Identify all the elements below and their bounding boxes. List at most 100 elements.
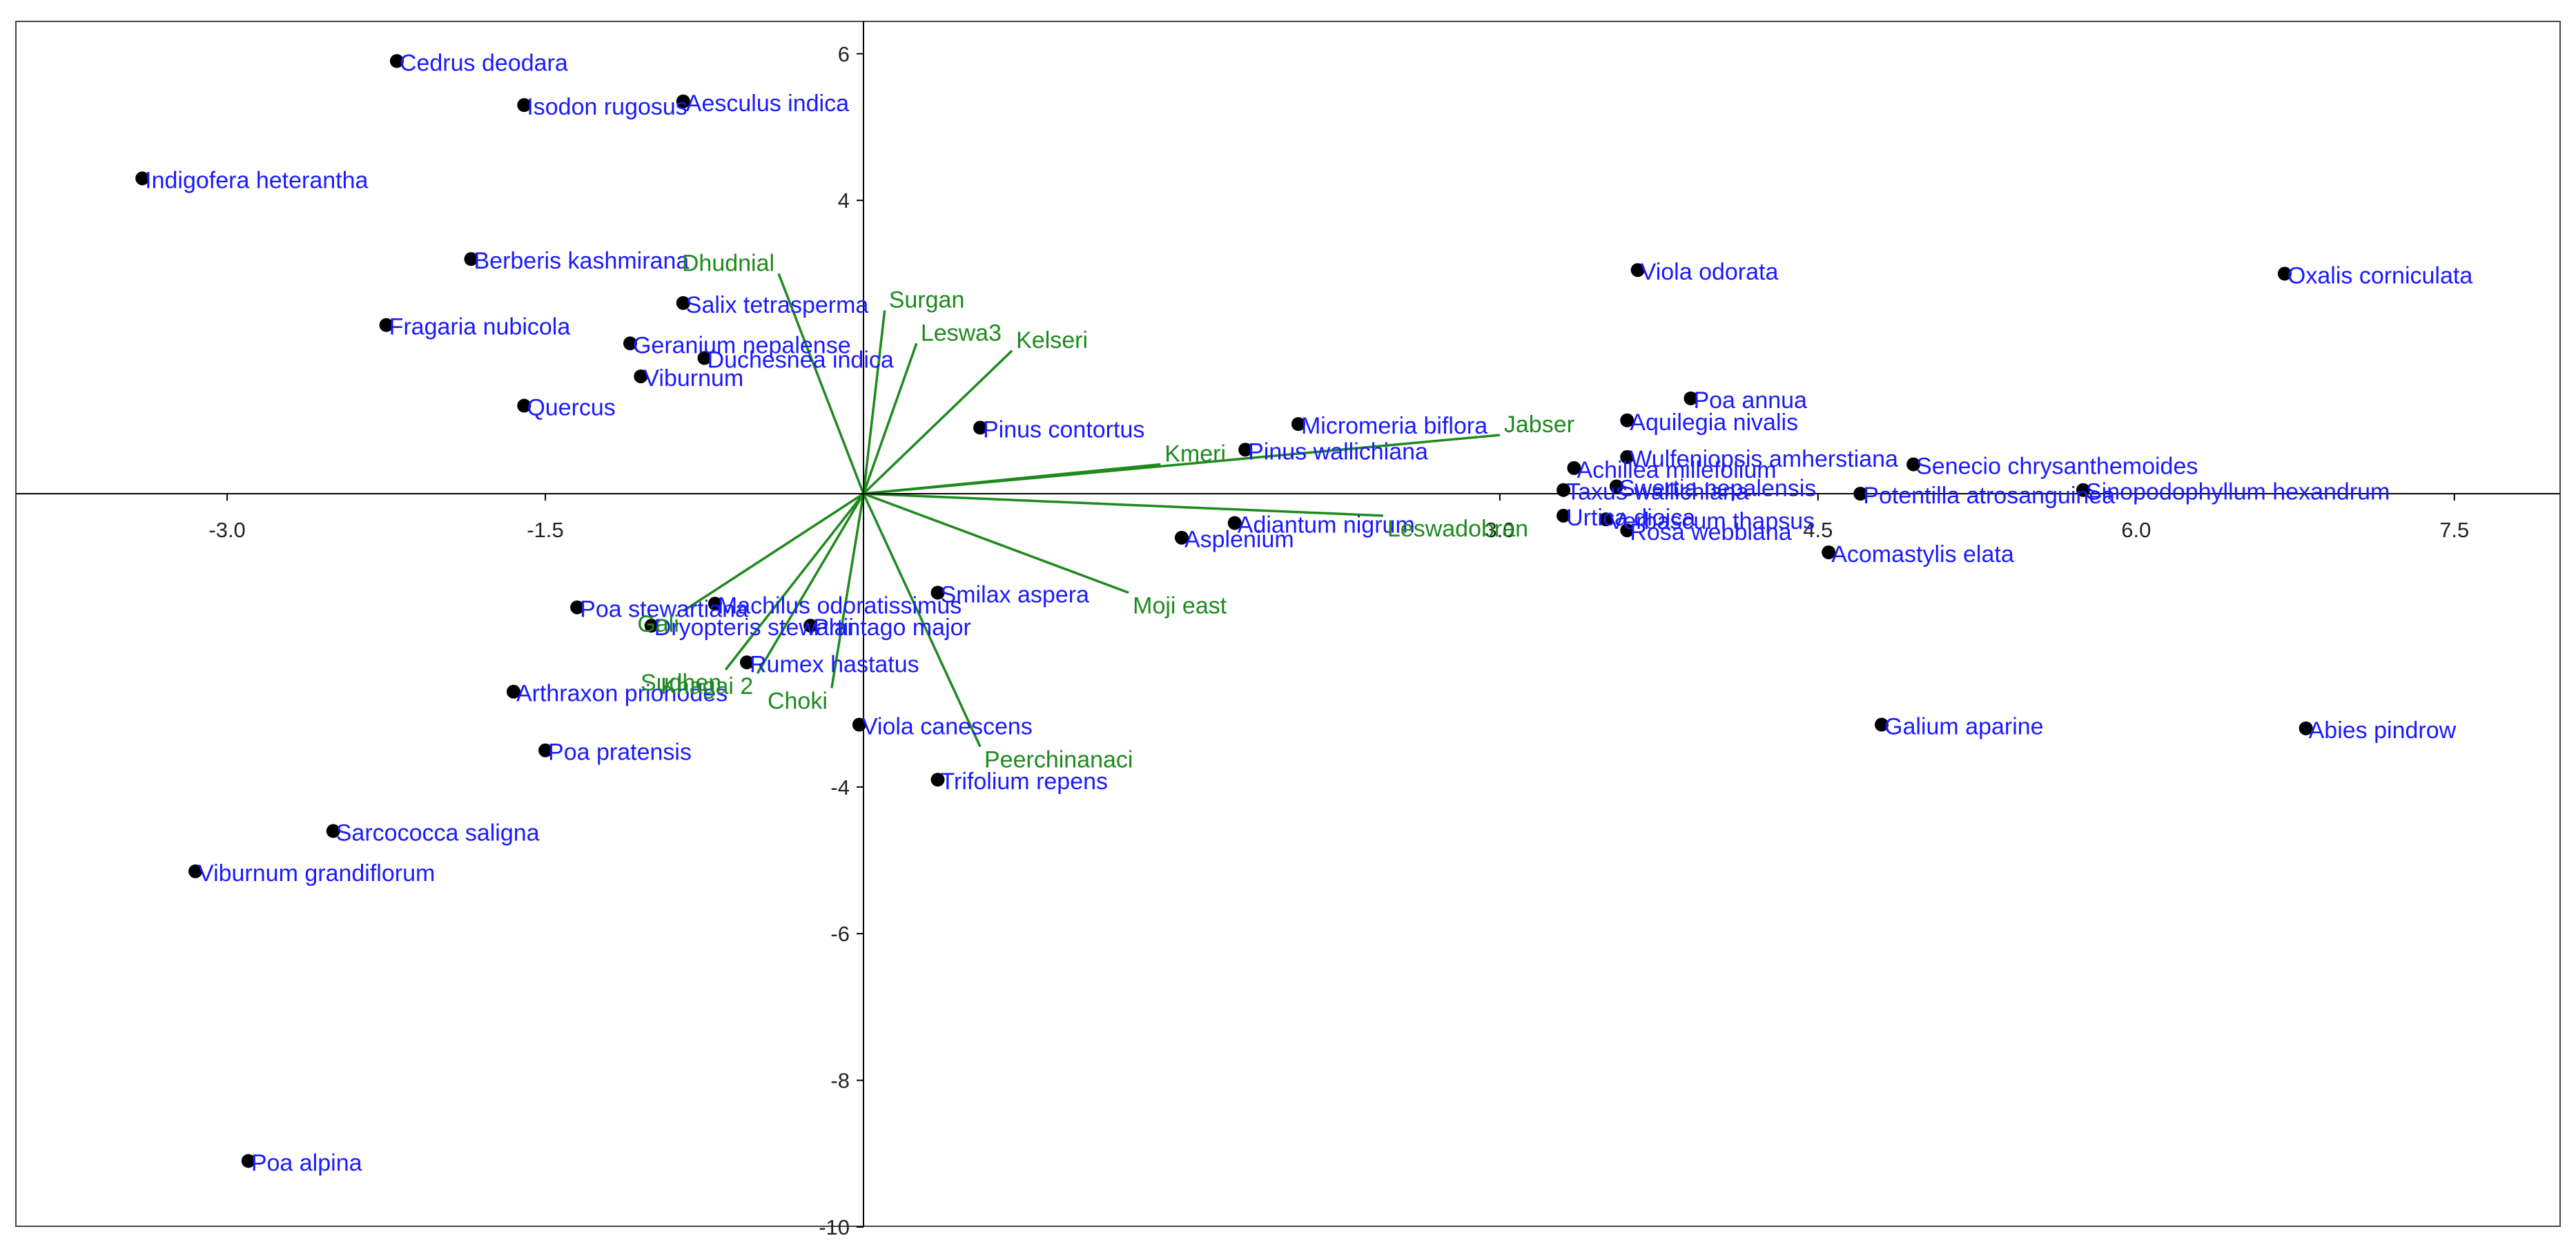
- species-point: [1557, 483, 1571, 497]
- species-label: Micromeria biflora: [1301, 413, 1487, 439]
- species-point: [803, 619, 818, 633]
- site-vector: [862, 493, 982, 748]
- site-vector: [862, 310, 886, 494]
- species-label: Verbascum thapsus: [1609, 508, 1815, 534]
- y-tick-label: 4: [838, 188, 850, 213]
- species-label: Oxalis corniculata: [2287, 262, 2472, 289]
- species-label: Duchesnea indica: [708, 347, 894, 374]
- site-label: Leswadobran: [1387, 516, 1528, 542]
- species-label: Wulfeniopsis amherstiana: [1630, 446, 1898, 472]
- species-label: Viola odorata: [1641, 259, 1779, 285]
- site-vector: [862, 349, 1013, 495]
- species-label: Viola canescens: [862, 714, 1033, 740]
- y-tick-label: -6: [830, 922, 850, 946]
- species-point: [1630, 263, 1645, 278]
- species-label: Sarcococca saligna: [336, 820, 540, 847]
- site-vector: [756, 493, 865, 675]
- species-label: Poa annua: [1693, 387, 1807, 414]
- x-tick-label: -1.5: [527, 518, 563, 542]
- site-vector: [863, 492, 1383, 517]
- species-label: Galium aparine: [1884, 714, 2044, 740]
- species-label: Asplenium: [1184, 527, 1294, 553]
- species-label: Geranium nepalense: [633, 332, 851, 358]
- species-label: Dryopteris stewartii: [654, 615, 854, 641]
- species-label: Swertia nepalensis: [1619, 475, 1816, 501]
- site-label: Moji east: [1133, 592, 1227, 619]
- species-label: Salix tetrasperma: [686, 292, 869, 318]
- species-point: [538, 743, 553, 757]
- species-label: Poa pratensis: [548, 740, 692, 766]
- species-point: [697, 351, 712, 365]
- species-label: Pinus wallichiana: [1248, 438, 1428, 465]
- species-point: [241, 1154, 255, 1168]
- site-vectors: [682, 273, 1501, 748]
- species-point: [623, 336, 637, 351]
- species-label: Acomastylis elata: [1831, 541, 2014, 568]
- species-label: Smilax aspera: [941, 581, 1090, 608]
- species-point: [464, 252, 478, 267]
- site-vector: [682, 492, 864, 612]
- site-vector: [863, 492, 1129, 594]
- species-label: Adiantum nigrum: [1238, 512, 1415, 538]
- site-label: Choki: [768, 688, 828, 714]
- species-point: [1557, 508, 1571, 523]
- species-point: [135, 171, 150, 186]
- species-label: Berberis kashmirana: [474, 248, 689, 274]
- species-point: [973, 420, 988, 435]
- species-label: Urtica dioica: [1566, 505, 1695, 531]
- site-labels: Dhudnial Surgan Leswa3 Kelseri Jabser Kmeri Le…: [637, 250, 1574, 773]
- species-point: [1609, 479, 1623, 494]
- site-label: Gali: [637, 611, 679, 637]
- species-label: Fragaria nubicola: [389, 314, 571, 340]
- site-vector: [830, 493, 865, 688]
- species-label: Pinus contortus: [983, 416, 1144, 443]
- site-vector: [862, 342, 918, 494]
- site-vector: [724, 492, 865, 670]
- species-label: Achillea millefolium: [1577, 457, 1776, 483]
- species-point: [2299, 721, 2313, 735]
- species-label: Cedrus deodara: [400, 50, 568, 76]
- x-tick-label: 3.0: [1485, 518, 1514, 542]
- species-point: [506, 684, 520, 699]
- site-vector: [777, 273, 865, 494]
- x-tick-label: -3.0: [208, 518, 245, 542]
- species-point: [2076, 483, 2090, 497]
- species-point: [930, 586, 945, 600]
- plot-frame: [15, 21, 2561, 1227]
- site-label: Khagai 2: [661, 673, 753, 699]
- x-tick-label: 4.5: [1803, 518, 1833, 542]
- species-point: [634, 369, 648, 384]
- species-point: [517, 398, 531, 413]
- species-label: Indigofera heterantha: [145, 167, 368, 193]
- species-point: [326, 824, 340, 838]
- species-label: Aquilegia nivalis: [1630, 409, 1798, 436]
- species-point: [1620, 523, 1635, 538]
- species-label: Poa stewartiana: [580, 597, 748, 623]
- species-point: [1906, 457, 1921, 472]
- species-label: Trifolium repens: [941, 768, 1108, 795]
- species-label: Senecio chrysanthemoides: [1916, 454, 2198, 480]
- species-label: Viburnum grandiflorum: [198, 860, 435, 887]
- site-label: Surgan: [889, 287, 965, 313]
- y-tick-label: -4: [830, 775, 850, 800]
- species-point: [1684, 391, 1698, 405]
- species-point: [2277, 267, 2292, 281]
- species-label: Isodon rugosus: [527, 94, 687, 120]
- y-tick-label: -10: [819, 1215, 850, 1239]
- species-point: [852, 717, 866, 732]
- species-points: [135, 54, 2313, 1168]
- species-label: Potentilla atrosanguinea: [1863, 483, 2115, 509]
- species-point: [1822, 545, 1836, 559]
- species-point: [739, 655, 754, 670]
- species-point: [1174, 530, 1189, 545]
- species-point: [1291, 417, 1305, 432]
- species-point: [1227, 516, 1242, 530]
- species-label: Plantago major: [813, 615, 971, 641]
- x-tick-label: 6.0: [2121, 518, 2151, 542]
- species-label: Rumex hastatus: [750, 651, 919, 677]
- site-label: Kmeri: [1164, 441, 1226, 467]
- species-point: [188, 864, 203, 878]
- species-point: [1620, 413, 1635, 427]
- species-point: [570, 600, 585, 615]
- species-point: [930, 773, 945, 787]
